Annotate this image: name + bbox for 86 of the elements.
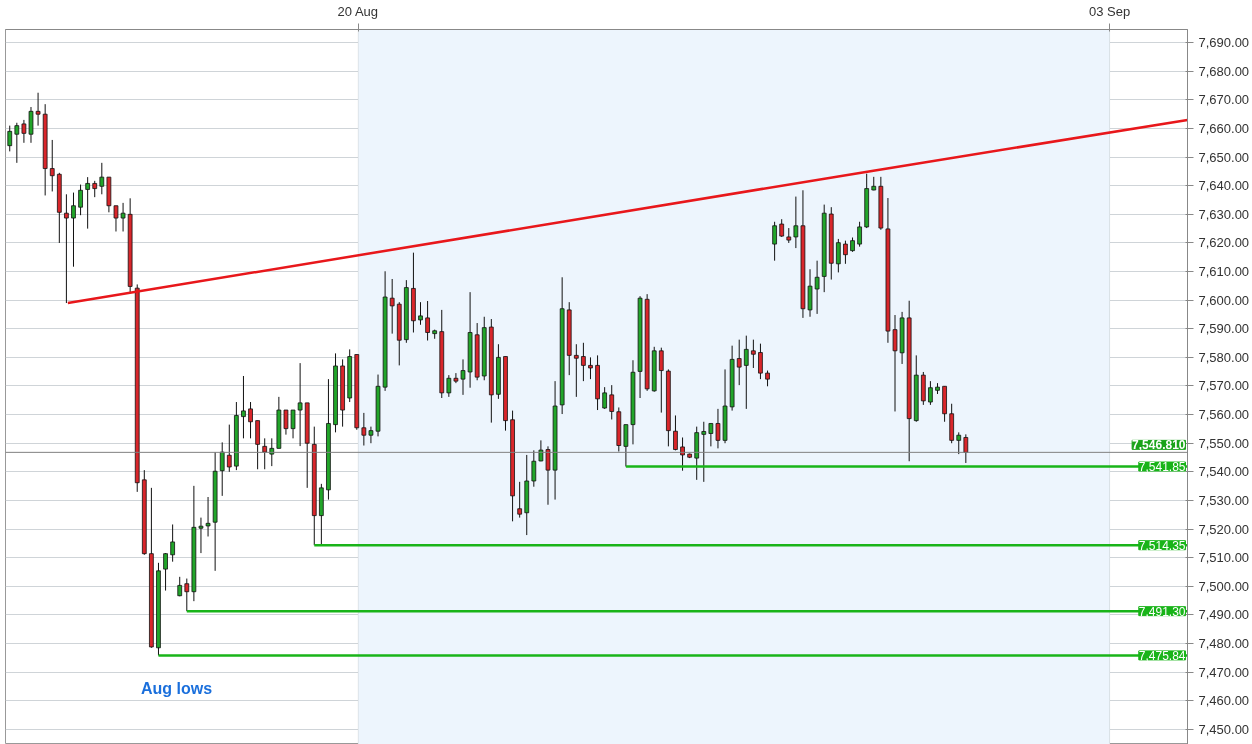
candlestick [49, 139, 55, 192]
candlestick [581, 342, 586, 382]
ref-line-label: 7,546.810 [1132, 438, 1186, 453]
y-tick-label: 7,510.00 [1198, 550, 1250, 566]
candlestick [71, 192, 76, 268]
candlestick [163, 552, 168, 592]
candlestick [425, 300, 430, 342]
y-tick-label: 7,590.00 [1198, 321, 1250, 337]
candlestick [963, 433, 969, 464]
y-tick-label: 7,620.00 [1198, 235, 1250, 251]
candlestick [205, 496, 211, 537]
candlestick [418, 301, 423, 326]
candlestick [928, 380, 933, 406]
data-label: 7,541.85 [1138, 460, 1186, 475]
y-tick-label: 7,460.00 [1198, 693, 1250, 709]
candlestick [708, 422, 714, 447]
candlestick [658, 347, 664, 414]
y-tick-label: 7,530.00 [1198, 492, 1250, 508]
candlestick [7, 125, 13, 152]
y-tick-label: 7,680.00 [1198, 63, 1250, 79]
candlestick [751, 339, 756, 369]
candlestick [368, 426, 374, 444]
y-tick-label: 7,630.00 [1198, 206, 1250, 222]
y-tick-label: 7,560.00 [1198, 407, 1250, 423]
candlestick [758, 343, 763, 380]
candlestick [184, 578, 190, 612]
x-tick-label: 20 Aug [337, 3, 379, 19]
candlestick [701, 421, 707, 483]
y-tick-label: 7,570.00 [1198, 378, 1250, 394]
y-tick-label: 7,450.00 [1198, 721, 1250, 737]
candlestick [609, 384, 615, 420]
candlestick [772, 221, 777, 262]
y-tick-label: 7,640.00 [1198, 178, 1250, 194]
y-tick-label: 7,500.00 [1198, 578, 1250, 594]
candlestick [623, 424, 629, 468]
x-tick-label: 03 Sep [1089, 3, 1131, 19]
y-tick-label: 7,670.00 [1198, 92, 1250, 108]
candlestick [241, 375, 246, 439]
candlestick [248, 401, 253, 439]
candlestick [226, 424, 232, 473]
candlestick [170, 523, 175, 563]
data-label: 7,491.30 [1138, 604, 1186, 619]
candlestick [198, 517, 204, 554]
candlestick [573, 343, 579, 398]
y-tick-label: 7,550.00 [1198, 435, 1250, 451]
data-label: 7,475.84 [1138, 648, 1186, 663]
candlestick [531, 449, 537, 488]
candlestick [389, 278, 395, 335]
candlestick [361, 412, 367, 447]
candlestick [219, 441, 225, 497]
y-tick-label: 7,600.00 [1198, 292, 1250, 308]
candlestick [297, 362, 303, 447]
y-tick-label: 7,580.00 [1198, 349, 1250, 365]
candlestick [857, 221, 862, 248]
candlestick [843, 240, 848, 265]
candlestick [517, 481, 523, 519]
y-tick-label: 7,470.00 [1198, 664, 1250, 680]
candlestick [269, 437, 275, 467]
candlestick [262, 437, 268, 470]
candlestick [78, 184, 83, 216]
candlestick [64, 193, 69, 304]
y-tick-label: 7,610.00 [1198, 264, 1250, 280]
candlestick [736, 339, 742, 386]
candlestick [14, 122, 20, 164]
data-label: 7,514.35 [1138, 538, 1186, 553]
candlestick [956, 431, 962, 455]
annotation: Aug lows [140, 680, 213, 697]
candlestick [680, 437, 685, 472]
candlestick [588, 356, 593, 380]
candlestick [446, 374, 452, 398]
candlestick [836, 238, 841, 273]
candlestick [743, 335, 749, 410]
candlestick [673, 414, 678, 451]
candlestick [99, 162, 105, 195]
y-tick-label: 7,480.00 [1198, 636, 1250, 651]
candlestick [602, 386, 607, 410]
y-tick-label: 7,650.00 [1198, 149, 1250, 165]
candlestick [85, 176, 90, 230]
candlestick [255, 420, 260, 470]
y-tick-label: 7,490.00 [1198, 607, 1250, 623]
candlestick [814, 260, 820, 315]
y-tick-label: 7,690.00 [1198, 35, 1250, 51]
y-tick-label: 7,660.00 [1198, 121, 1250, 136]
candlestick [793, 196, 799, 249]
y-tick-label: 7,520.00 [1198, 521, 1250, 537]
y-tick-label: 7,540.00 [1198, 464, 1250, 480]
